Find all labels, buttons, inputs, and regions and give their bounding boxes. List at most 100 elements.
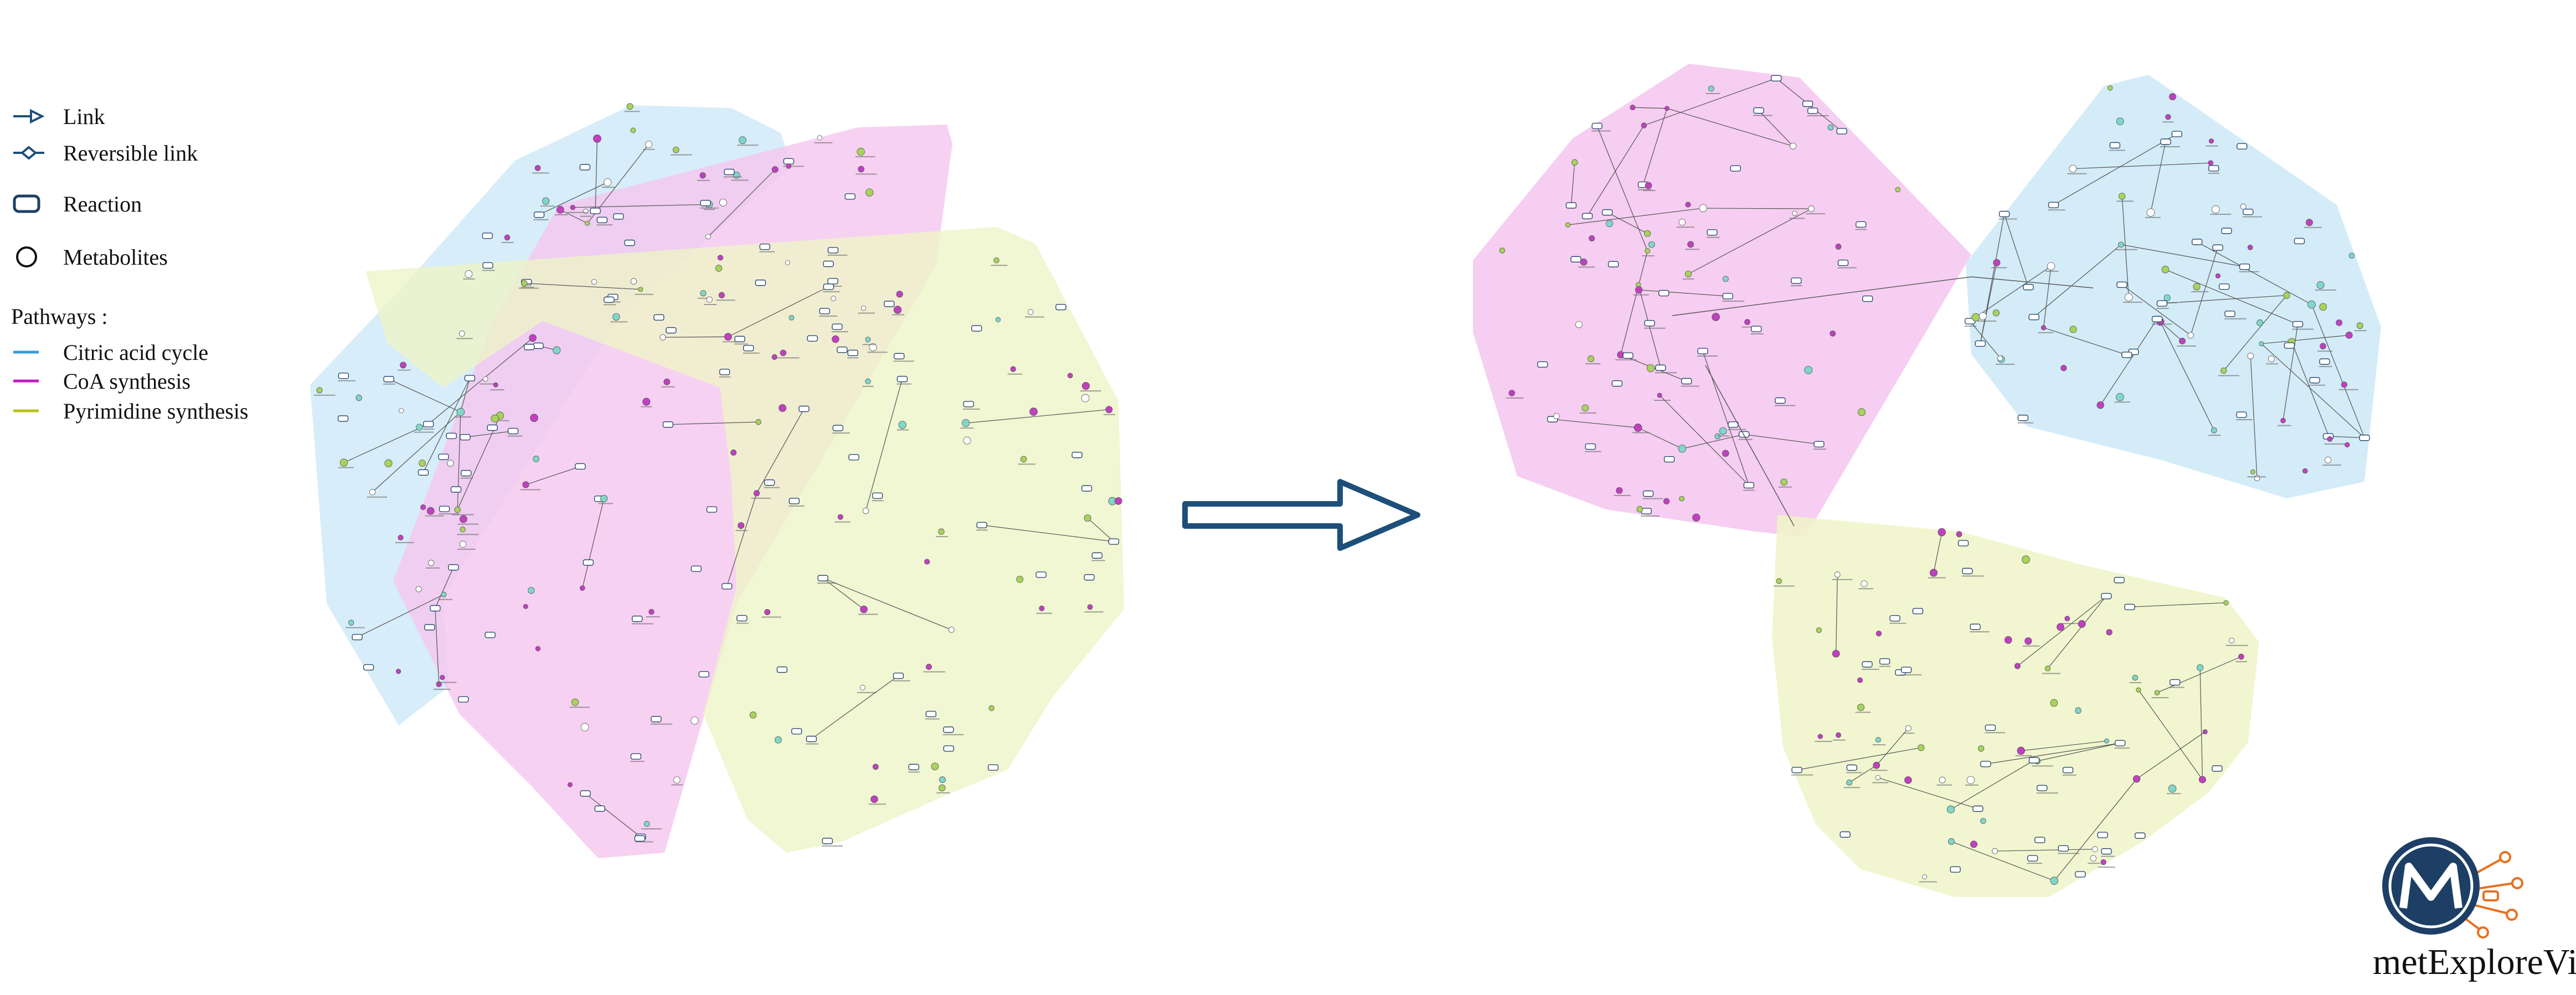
metabolite-node (643, 821, 650, 827)
reaction-node (1856, 221, 1867, 228)
node-label-mark (395, 542, 414, 543)
reaction-node (2135, 832, 2146, 839)
metabolite-node (705, 234, 711, 240)
node-label-mark (1685, 249, 1699, 250)
reaction-node (596, 216, 608, 223)
metabolite-node (1678, 445, 1687, 453)
metabolite-node (1067, 373, 1073, 379)
reaction-node (352, 634, 363, 641)
reaction-node (1807, 107, 1818, 114)
metabolite-node (1929, 569, 1938, 577)
metabolite-node (1719, 427, 1727, 435)
metabolite-node (459, 515, 467, 523)
node-label-mark (2022, 645, 2040, 647)
reaction-node (724, 168, 735, 176)
metabolite-node (447, 460, 454, 467)
reaction-node (925, 710, 936, 718)
node-label-mark (862, 385, 874, 387)
node-label-mark (2354, 330, 2367, 332)
node-label-mark (569, 707, 590, 708)
node-label-mark (868, 803, 886, 805)
legend-item-reaction: Reaction (11, 190, 142, 217)
reaction-node (634, 835, 646, 842)
metabolite-node (988, 705, 995, 712)
node-label-mark (963, 408, 980, 410)
metabolite-node (2178, 337, 2186, 344)
node-label-mark (925, 718, 940, 720)
node-label-mark (1585, 363, 1601, 365)
metabolite-node (2268, 355, 2275, 363)
metabolite-node (1922, 874, 1928, 880)
metabolite-node (1581, 404, 1589, 412)
reaction-node (1775, 397, 1786, 404)
metabolite-node (2078, 620, 2086, 628)
metabolite-node (862, 507, 869, 514)
reaction-node (524, 344, 535, 350)
reaction-node (2224, 311, 2235, 317)
reaction-node (2058, 845, 2069, 852)
node-label-mark (2322, 464, 2341, 466)
metabolite-node (553, 346, 561, 354)
reaction-node (1912, 607, 1924, 615)
metabolite-node (2119, 193, 2126, 200)
reaction-node (847, 349, 858, 357)
node-label-mark (439, 513, 459, 515)
reaction-node (2028, 757, 2040, 764)
node-label-mark (2235, 419, 2253, 421)
node-label-mark (1642, 498, 1663, 499)
reaction-node (533, 342, 544, 349)
metabolite-node (2345, 331, 2353, 339)
node-label-mark (457, 523, 479, 525)
metabolite-node (1687, 241, 1694, 248)
metabolite-node (1685, 202, 1691, 208)
network-edge (585, 793, 641, 837)
node-label-mark (2098, 867, 2115, 868)
node-label-mark (847, 357, 859, 359)
node-label-mark (2319, 366, 2332, 368)
metabolite-node (1634, 424, 1642, 432)
node-label-mark (463, 278, 475, 280)
node-label-mark (2129, 682, 2142, 683)
reaction-node (487, 424, 498, 431)
reaction-node (1565, 202, 1577, 209)
metabolite-node (1939, 776, 1946, 783)
legend: Link Reversible link Reaction Metabolite… (0, 0, 299, 443)
metabolite-node (1977, 745, 1985, 752)
network-edge (2004, 214, 2029, 287)
node-label-mark (2156, 307, 2169, 309)
metabolite-node (771, 354, 777, 360)
metabolite-node (2106, 629, 2113, 636)
reaction-node (706, 506, 718, 513)
metabolite-node (530, 414, 538, 422)
node-label-mark (1806, 213, 1825, 215)
node-label-mark (2101, 855, 2115, 857)
reaction-node (776, 666, 787, 673)
network-edge (822, 578, 952, 630)
metabolite-node (395, 668, 401, 674)
node-label-mark (761, 616, 781, 618)
legend-label: Citric acid cycle (63, 339, 209, 365)
node-label-mark (1889, 622, 1907, 624)
network-edge (2021, 740, 2107, 751)
reaction-node (2048, 202, 2059, 208)
metabolite-node (1993, 259, 2001, 266)
reaction-node (1743, 482, 1754, 489)
node-label-mark (635, 293, 654, 295)
reaction-node (1879, 658, 1890, 665)
network-edge (708, 169, 776, 237)
metabolite-node (939, 776, 946, 783)
metabolite-node (415, 586, 422, 592)
node-label-mark (580, 215, 591, 217)
metabolite-node (993, 257, 1000, 264)
metabolite-node (2307, 300, 2316, 309)
metabolite-node (1832, 649, 1840, 658)
network-edge (2033, 244, 2121, 318)
metabolite-node (2196, 664, 2204, 672)
node-label-mark (482, 270, 495, 271)
node-label-mark (567, 212, 588, 213)
node-label-mark (2109, 149, 2125, 151)
network-edge (2328, 436, 2365, 439)
metabolite-node (2132, 775, 2141, 783)
reaction-node (1970, 623, 1981, 630)
network-edge (865, 379, 903, 511)
